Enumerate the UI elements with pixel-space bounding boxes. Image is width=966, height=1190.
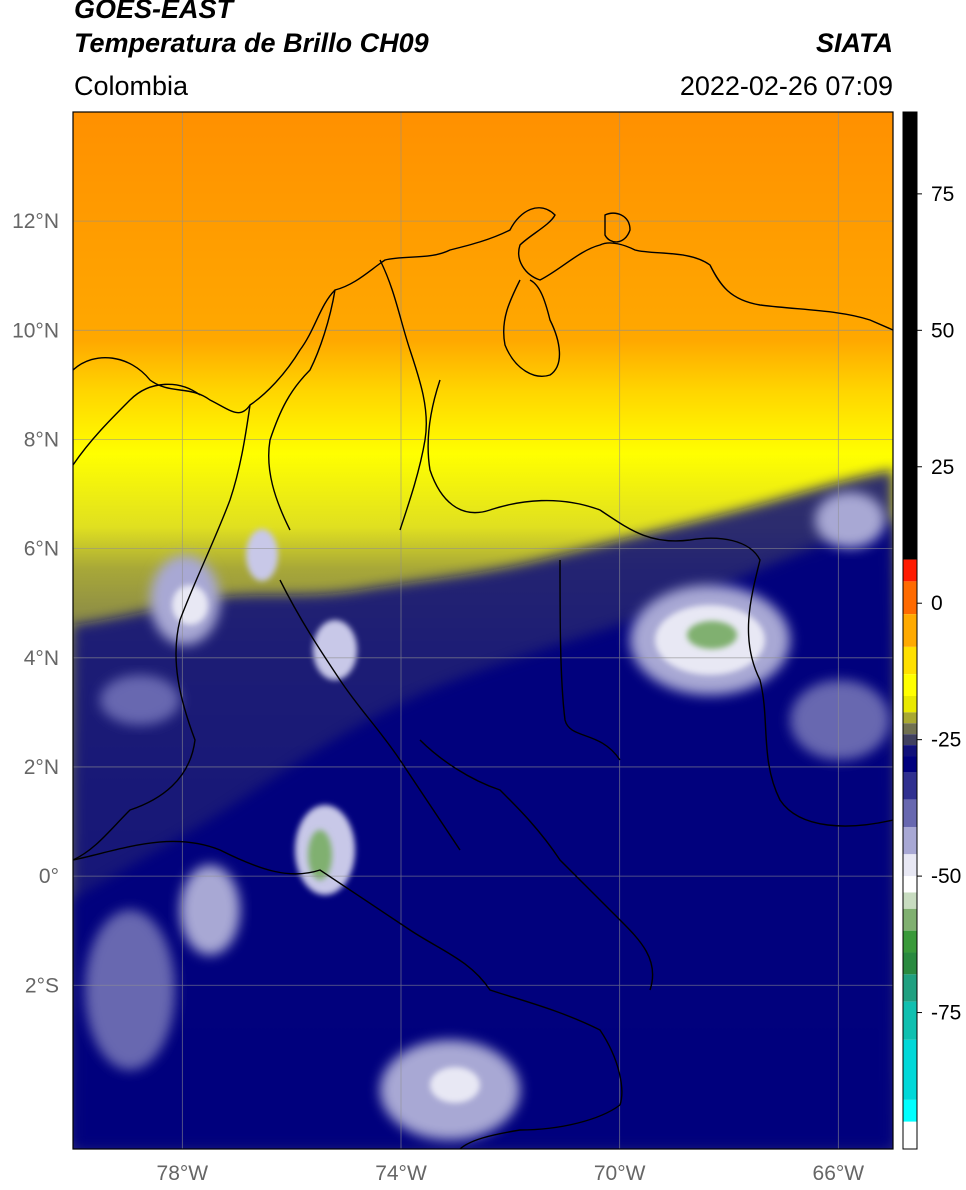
coastlines-borders [73, 207, 893, 1149]
colorbar-segment [903, 1001, 917, 1040]
lat-tick-label: 10°N [12, 319, 59, 342]
colorbar-segment [903, 892, 917, 909]
lake-maracaibo [503, 279, 561, 377]
colorbar-tick-label: 50 [931, 319, 954, 342]
colorbar-frame [902, 111, 918, 1150]
storm-cell-west-core [172, 585, 208, 625]
map-frame [72, 111, 894, 1150]
colorbar-tick-label: 25 [931, 456, 954, 479]
cloud-band-southwest [85, 910, 175, 1070]
colorbar-segment [903, 772, 917, 800]
dept-border-2 [559, 559, 621, 761]
colorbar-segment [903, 1039, 917, 1100]
paraguana-peninsula [604, 212, 631, 243]
lon-tick-label: 70°W [594, 1162, 646, 1185]
colorbar-segment [903, 723, 917, 735]
satellite-name: GOES-EAST [74, 0, 234, 24]
colorbar-segment [903, 826, 917, 855]
lat-tick-label: 2°S [25, 974, 59, 997]
lat-tick-label: 6°N [24, 538, 59, 561]
colorbar [903, 112, 917, 1149]
storm-cell-northeast [815, 492, 885, 548]
colorbar-tick-label: 0 [931, 592, 943, 615]
colorbar-segment [903, 952, 917, 975]
colorbar-segment [903, 712, 917, 724]
colorbar-tick-label: -50 [931, 865, 961, 888]
colorbar-tick-label: 75 [931, 183, 954, 206]
colorbar-segment [903, 646, 917, 675]
colorbar-segment [903, 756, 917, 773]
gridlines [73, 112, 893, 1149]
colorbar-segment [903, 799, 917, 827]
colorbar-segment [903, 930, 917, 953]
lat-tick-label: 12°N [12, 210, 59, 233]
lat-tick-label: 2°N [24, 756, 59, 779]
colorbar-segment [903, 1099, 917, 1122]
colorbar-segment [903, 1121, 917, 1149]
storm-cell-pacific [100, 675, 180, 725]
lon-tick-label: 74°W [375, 1162, 427, 1185]
longitude-ticks: 78°W 74°W 70°W 66°W [157, 1162, 865, 1185]
dept-border-3 [419, 739, 654, 991]
storm-cell-south-top [308, 830, 332, 880]
colorbar-tick-label: -75 [931, 1002, 961, 1025]
colorbar-segment [903, 745, 917, 757]
colorbar-segment [903, 974, 917, 1002]
colorbar-segment [903, 674, 917, 696]
colorbar-segment [903, 854, 917, 877]
dept-border-4 [279, 579, 461, 851]
colorbar-segment [903, 876, 917, 893]
colorbar-segment [903, 695, 917, 713]
agency-name: SIATA [816, 28, 893, 58]
storm-cell-central [313, 620, 357, 680]
lat-tick-label: 8°N [24, 428, 59, 451]
timestamp: 2022-02-26 07:09 [679, 71, 893, 101]
product-title: Temperatura de Brillo CH09 [74, 28, 429, 58]
lon-tick-label: 78°W [157, 1162, 209, 1185]
colorbar-ticks: 75 50 25 0 -25 -50 -75 [917, 183, 961, 1025]
storm-cell-southwest [180, 865, 240, 955]
dept-border-5 [379, 259, 428, 531]
colorbar-segment [903, 734, 917, 746]
colorbar-segment [903, 112, 917, 560]
caribbean-coast [73, 207, 893, 414]
lat-tick-label: 4°N [24, 647, 59, 670]
pacific-coast [73, 404, 251, 861]
storm-cell-chocó [246, 529, 278, 581]
storm-cell-amazon-core [430, 1067, 480, 1103]
storm-cell-east-top [687, 621, 737, 649]
dept-border-1 [268, 289, 336, 531]
brightness-temperature-field [73, 112, 893, 1149]
storm-cell-southeast [790, 680, 890, 760]
colorbar-segment [903, 614, 917, 647]
colorbar-segment [903, 908, 917, 931]
lon-tick-label: 66°W [813, 1162, 865, 1185]
colorbar-segment [903, 559, 917, 582]
panama-coast [73, 383, 201, 466]
latitude-ticks: 12°N 10°N 8°N 6°N 4°N 2°N 0° 2°S [12, 210, 59, 997]
lat-tick-label: 0° [39, 865, 59, 888]
colombia-venezuela-border [427, 379, 893, 827]
colombia-ecuador-peru-border [73, 840, 623, 1106]
colorbar-tick-label: -25 [931, 729, 961, 752]
amazon-border [459, 1104, 621, 1149]
colorbar-segment [903, 581, 917, 615]
region-name: Colombia [74, 71, 189, 101]
